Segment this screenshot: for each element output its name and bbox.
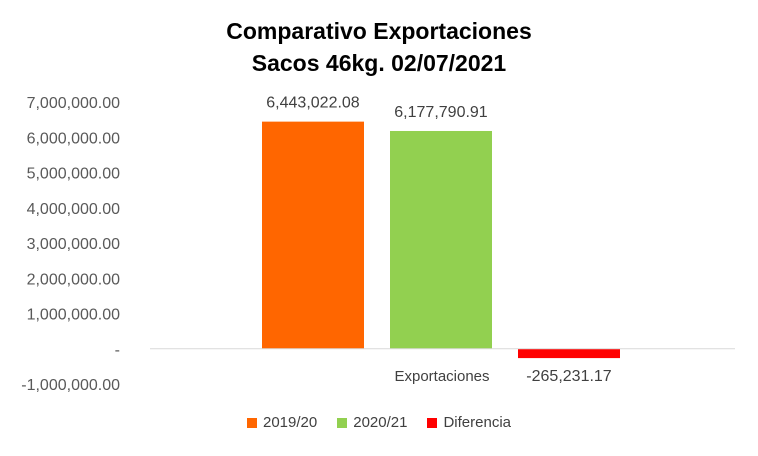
- legend-swatch: [337, 417, 348, 428]
- plot-area: 7,000,000.00 6,000,000.00 5,000,000.00 4,00…: [21, 95, 735, 394]
- bar-2020-21: [390, 130, 492, 349]
- bars: [262, 121, 620, 359]
- legend-label: 2019/20: [263, 414, 318, 431]
- chart-title-line-1: Comparativo Exportaciones: [226, 18, 532, 44]
- y-tick-label: -: [115, 342, 120, 359]
- y-tick-label: 1,000,000.00: [27, 307, 121, 324]
- legend-label: Diferencia: [443, 414, 511, 431]
- y-axis: 7,000,000.00 6,000,000.00 5,000,000.00 4,00…: [21, 95, 120, 394]
- data-label: 6,177,790.91: [394, 104, 488, 121]
- legend-swatch: [427, 417, 438, 428]
- chart-title-line-2: Sacos 46kg. 02/07/2021: [251, 50, 507, 76]
- y-tick-label: 7,000,000.00: [27, 95, 121, 112]
- y-tick-label: 3,000,000.00: [27, 236, 121, 253]
- category-label: Exportaciones: [394, 368, 489, 385]
- legend-label: 2020/21: [353, 414, 408, 431]
- data-label: 6,443,022.08: [266, 95, 360, 112]
- bar-diferencia: [518, 348, 620, 359]
- legend-item: Diferencia: [427, 414, 511, 431]
- y-tick-label: 5,000,000.00: [27, 166, 121, 183]
- legend: 2019/20 2020/21 Diferencia: [0, 414, 758, 431]
- y-tick-label: 4,000,000.00: [27, 201, 121, 218]
- legend-item: 2019/20: [247, 414, 317, 431]
- y-tick-label: 6,000,000.00: [27, 130, 121, 147]
- legend-item: 2020/21: [337, 414, 407, 431]
- data-labels: 6,443,022.08 6,177,790.91 -265,231.17: [266, 95, 612, 385]
- data-label: -265,231.17: [526, 368, 612, 385]
- legend-swatch: [247, 417, 257, 428]
- bar-2019-20: [262, 121, 364, 349]
- y-tick-label: -1,000,000.00: [21, 377, 120, 394]
- y-tick-label: 2,000,000.00: [27, 271, 121, 288]
